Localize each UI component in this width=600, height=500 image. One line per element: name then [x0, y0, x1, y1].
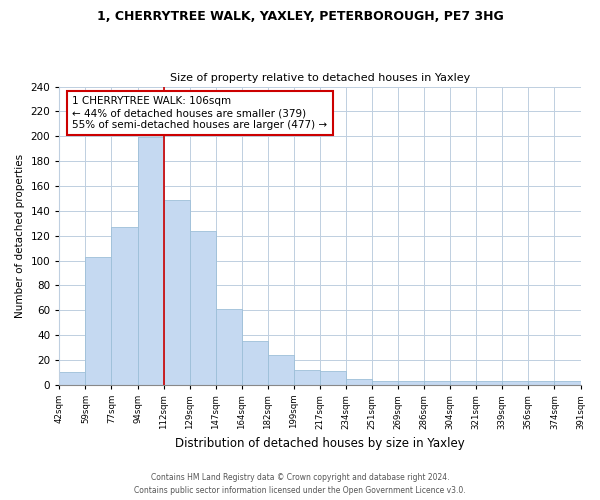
Bar	[398, 381, 424, 385]
Bar	[294, 370, 320, 385]
Bar	[554, 381, 581, 385]
Bar	[502, 381, 529, 385]
Bar	[190, 230, 215, 385]
Bar	[320, 371, 346, 385]
Bar	[424, 381, 450, 385]
Bar	[476, 381, 502, 385]
Text: Contains HM Land Registry data © Crown copyright and database right 2024.
Contai: Contains HM Land Registry data © Crown c…	[134, 474, 466, 495]
Bar	[85, 257, 112, 385]
Bar	[268, 355, 294, 385]
Bar	[215, 309, 242, 385]
Bar	[529, 381, 554, 385]
Y-axis label: Number of detached properties: Number of detached properties	[15, 154, 25, 318]
Text: 1, CHERRYTREE WALK, YAXLEY, PETERBOROUGH, PE7 3HG: 1, CHERRYTREE WALK, YAXLEY, PETERBOROUGH…	[97, 10, 503, 23]
Bar	[346, 378, 372, 385]
Bar	[450, 381, 476, 385]
Bar	[372, 381, 398, 385]
Bar	[137, 138, 164, 385]
Bar	[59, 372, 85, 385]
Bar	[112, 227, 137, 385]
Title: Size of property relative to detached houses in Yaxley: Size of property relative to detached ho…	[170, 73, 470, 83]
X-axis label: Distribution of detached houses by size in Yaxley: Distribution of detached houses by size …	[175, 437, 465, 450]
Bar	[164, 200, 190, 385]
Bar	[242, 342, 268, 385]
Text: 1 CHERRYTREE WALK: 106sqm
← 44% of detached houses are smaller (379)
55% of semi: 1 CHERRYTREE WALK: 106sqm ← 44% of detac…	[73, 96, 328, 130]
